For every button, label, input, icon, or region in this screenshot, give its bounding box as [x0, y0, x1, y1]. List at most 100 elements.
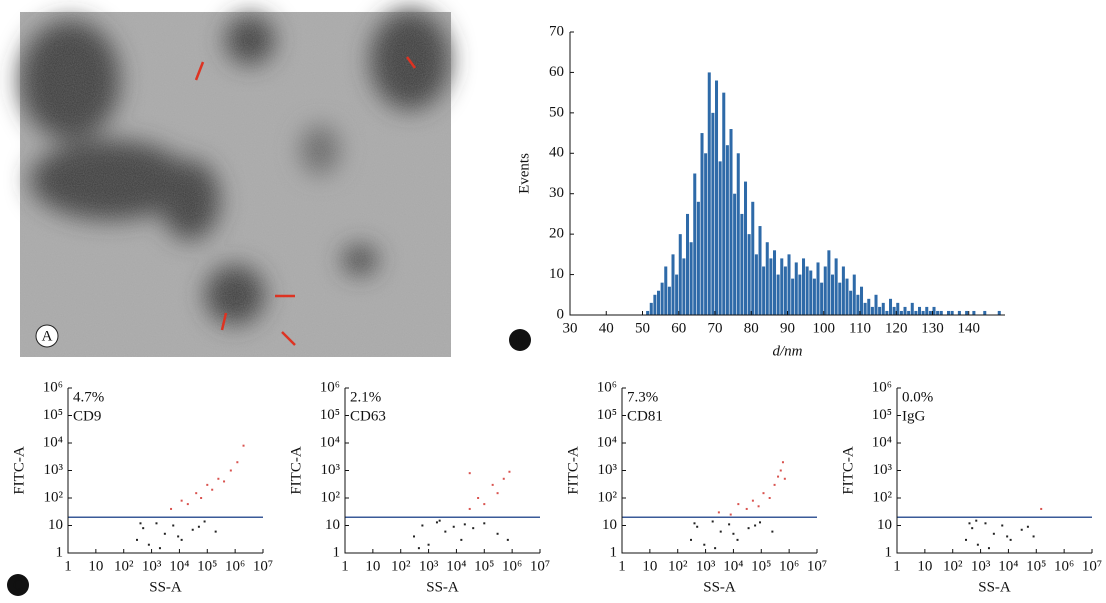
bar [736, 153, 740, 315]
bar [860, 286, 864, 315]
percent-label: 0.0% [902, 389, 933, 405]
bar [675, 274, 679, 315]
bar [823, 266, 827, 315]
y-tick-label: 10³ [321, 462, 341, 478]
bar [965, 310, 969, 315]
x-tick-label: 80 [744, 320, 759, 336]
bar [983, 310, 987, 315]
point [158, 547, 161, 550]
x-axis-label: SS-A [149, 579, 182, 595]
bar [693, 173, 697, 315]
point [186, 503, 189, 506]
point [463, 523, 466, 526]
point [242, 444, 245, 447]
y-tick-label: 10 [549, 266, 564, 282]
bar [921, 310, 925, 315]
bar [914, 310, 918, 315]
x-tick-label: 10³ [971, 558, 991, 574]
bar [740, 213, 744, 315]
bar [667, 286, 671, 315]
bar [798, 274, 802, 315]
point [180, 538, 183, 541]
x-axis-label: d/nm [773, 343, 803, 359]
point [783, 477, 786, 480]
y-tick-label: 10⁴ [320, 434, 340, 450]
x-tick-label: 10 [88, 558, 103, 574]
x-tick-label: 10⁶ [225, 558, 245, 574]
point [703, 543, 706, 546]
point [155, 522, 158, 525]
bar [649, 302, 653, 315]
point [483, 522, 486, 525]
bar [682, 258, 686, 315]
bar [856, 294, 860, 315]
percent-label: 2.1% [350, 389, 381, 405]
bar [733, 193, 737, 315]
bar [711, 112, 715, 315]
y-tick-label: 10 [48, 517, 63, 533]
y-tick-label: 10⁴ [43, 434, 63, 450]
point [781, 461, 784, 464]
marker-label: CD63 [350, 408, 386, 424]
x-tick-label: 10² [114, 558, 134, 574]
point [729, 513, 732, 516]
bar [696, 201, 700, 315]
bar [907, 310, 911, 315]
panel-badge [509, 329, 531, 351]
bar [769, 258, 773, 315]
bar [870, 306, 874, 315]
point [452, 525, 455, 528]
point [435, 521, 438, 524]
y-tick-label: 10 [602, 517, 617, 533]
micrograph: A [20, 10, 451, 357]
y-tick-label: 10⁵ [597, 407, 617, 423]
y-axis-label: FITC-A [288, 446, 304, 495]
point [754, 524, 757, 527]
point [714, 547, 717, 550]
x-tick-label: 10⁶ [1054, 558, 1074, 574]
x-tick-label: 10⁴ [998, 558, 1018, 574]
x-axis-label: SS-A [426, 579, 459, 595]
bar [707, 72, 711, 315]
y-tick-label: 10² [321, 489, 341, 505]
y-tick-label: 40 [549, 145, 564, 161]
bar [852, 274, 856, 315]
y-tick-label: 1 [885, 544, 893, 560]
point [483, 503, 486, 506]
bar [686, 213, 690, 315]
x-tick-label: 40 [599, 320, 614, 336]
y-axis-label: FITC-A [565, 446, 581, 495]
x-tick-label: 10⁴ [169, 558, 189, 574]
x-tick-label: 10⁵ [751, 558, 771, 574]
point [719, 530, 722, 533]
bar [809, 270, 813, 315]
bar [957, 310, 961, 315]
bar [762, 266, 766, 315]
y-axis-label: FITC-A [11, 446, 27, 495]
point [460, 538, 463, 541]
point [976, 543, 979, 546]
y-tick-label: 10³ [44, 462, 64, 478]
bar [972, 310, 976, 315]
point [771, 530, 774, 533]
marker-label: CD81 [627, 408, 663, 424]
point [502, 477, 505, 480]
point [496, 532, 499, 535]
point [732, 532, 735, 535]
bar [657, 290, 661, 315]
bar [671, 254, 675, 315]
marker-label: CD9 [73, 408, 101, 424]
x-tick-label: 10⁵ [474, 558, 494, 574]
x-tick-label: 10⁶ [779, 558, 799, 574]
point [762, 492, 765, 495]
point [214, 530, 217, 533]
x-tick-label: 30 [563, 320, 578, 336]
y-tick-label: 0 [557, 306, 565, 322]
x-tick-label: 10 [917, 558, 932, 574]
x-tick-label: 50 [635, 320, 650, 336]
bar [849, 290, 853, 315]
x-tick-label: 1 [618, 558, 626, 574]
bar [863, 302, 867, 315]
point [136, 538, 139, 541]
x-tick-label: 10⁶ [502, 558, 522, 574]
